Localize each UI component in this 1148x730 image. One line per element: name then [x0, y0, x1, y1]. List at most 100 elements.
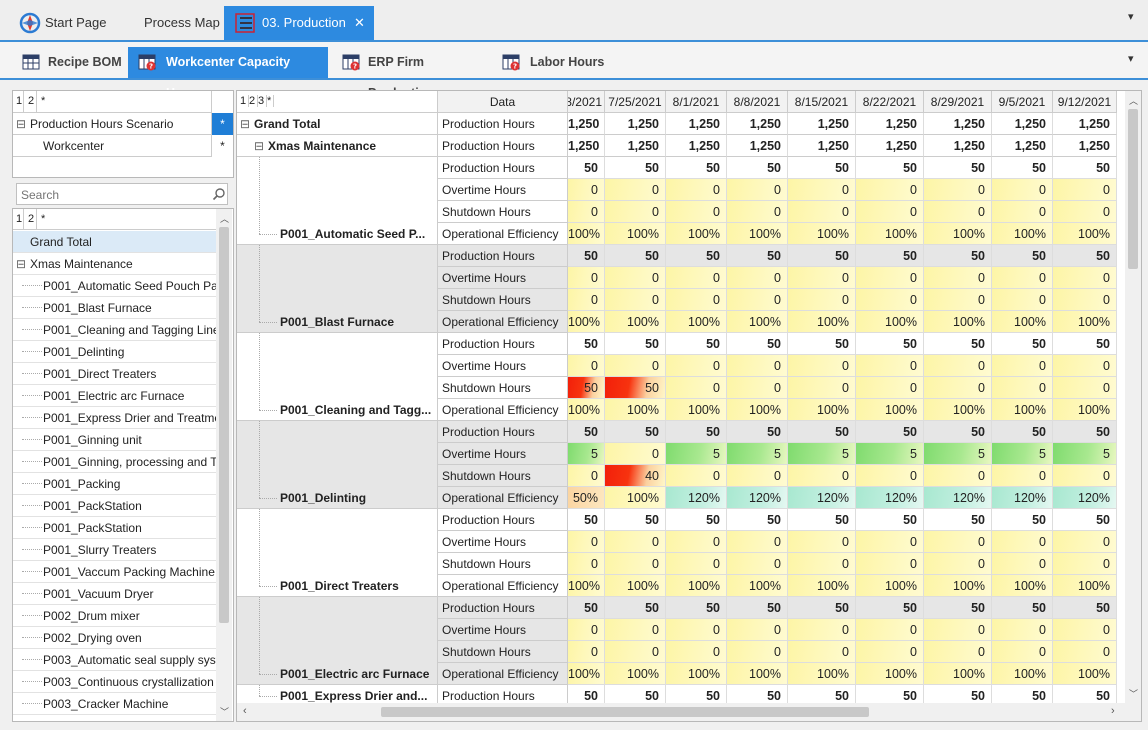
date-column-header[interactable]: 9/12/2021 [1053, 91, 1117, 113]
level-button[interactable]: 3 [258, 95, 268, 107]
value-cell[interactable]: 0 [924, 641, 992, 663]
value-cell[interactable]: 50 [666, 421, 727, 443]
value-cell[interactable]: 0 [992, 289, 1053, 311]
tree-item-grand-total[interactable]: Grand Total [13, 231, 216, 253]
value-cell[interactable]: 0 [788, 267, 856, 289]
value-cell[interactable]: 0 [727, 267, 788, 289]
value-cell[interactable]: 50 [1053, 685, 1117, 703]
value-cell[interactable]: 50 [727, 509, 788, 531]
value-cell[interactable]: 100% [727, 399, 788, 421]
value-cell[interactable]: 0 [788, 377, 856, 399]
value-cell[interactable]: 0 [568, 619, 605, 641]
grand-total-row-header[interactable] [237, 113, 438, 135]
value-cell[interactable]: 1,250 [856, 113, 924, 135]
value-cell[interactable]: 50 [568, 597, 605, 619]
scroll-right-icon[interactable]: › [1111, 705, 1115, 717]
value-cell[interactable]: 5 [568, 443, 605, 465]
value-cell[interactable]: 50 [568, 509, 605, 531]
value-cell[interactable]: 0 [666, 619, 727, 641]
value-cell[interactable]: 1,250 [924, 113, 992, 135]
value-cell[interactable]: 50 [924, 157, 992, 179]
value-cell[interactable]: 0 [924, 619, 992, 641]
collapse-icon[interactable]: ⊟ [16, 117, 27, 131]
value-cell[interactable]: 0 [788, 355, 856, 377]
value-cell[interactable]: 50 [666, 509, 727, 531]
value-cell[interactable]: 100% [727, 223, 788, 245]
value-cell[interactable]: 50 [666, 157, 727, 179]
tab-process-map[interactable]: Process Map [138, 6, 222, 40]
value-cell[interactable]: 1,250 [788, 135, 856, 157]
value-cell[interactable]: 0 [727, 201, 788, 223]
value-cell[interactable]: 120% [856, 487, 924, 509]
value-cell[interactable]: 0 [1053, 553, 1117, 575]
date-column-header[interactable]: 8/29/2021 [924, 91, 992, 113]
value-cell[interactable]: 0 [924, 531, 992, 553]
value-cell[interactable]: 50 [992, 333, 1053, 355]
value-cell[interactable]: 50 [666, 685, 727, 703]
value-cell[interactable]: 0 [605, 355, 666, 377]
value-cell[interactable]: 100% [605, 487, 666, 509]
value-cell[interactable]: 0 [924, 267, 992, 289]
vertical-scrollbar[interactable]: ︿ ﹀ [216, 209, 232, 721]
value-cell[interactable]: 50 [666, 333, 727, 355]
value-cell[interactable]: 0 [924, 289, 992, 311]
value-cell[interactable]: 0 [788, 619, 856, 641]
value-cell[interactable]: 0 [727, 289, 788, 311]
tab-recipe-bom[interactable]: Recipe BOM [14, 47, 126, 78]
value-cell[interactable]: 0 [605, 267, 666, 289]
value-cell[interactable]: 1,250 [727, 113, 788, 135]
value-cell[interactable]: 50 [605, 333, 666, 355]
value-cell[interactable]: 50 [856, 245, 924, 267]
value-cell[interactable]: 50 [1053, 421, 1117, 443]
value-cell[interactable]: 50 [666, 245, 727, 267]
value-cell[interactable]: 120% [1053, 487, 1117, 509]
date-column-header[interactable]: 7/18/2021 [568, 91, 605, 113]
field-row[interactable]: ⊟ Production Hours Scenario [13, 113, 211, 135]
grid-horizontal-scrollbar[interactable]: ‹ › [237, 703, 1141, 721]
scroll-up-icon[interactable]: ︿ [220, 214, 230, 224]
tab-start-page[interactable]: Start Page [10, 6, 130, 40]
value-cell[interactable]: 100% [924, 223, 992, 245]
value-cell[interactable]: 0 [924, 465, 992, 487]
data-column-header[interactable]: Data [438, 91, 568, 113]
level-button[interactable]: 2 [28, 213, 35, 225]
value-cell[interactable]: 50 [924, 685, 992, 703]
value-cell[interactable]: 0 [1053, 179, 1117, 201]
value-cell[interactable]: 5 [788, 443, 856, 465]
value-cell[interactable]: 1,250 [605, 135, 666, 157]
value-cell[interactable]: 100% [856, 663, 924, 685]
value-cell[interactable]: 100% [788, 575, 856, 597]
workcenter-row-header[interactable] [237, 685, 438, 703]
value-cell[interactable]: 0 [605, 641, 666, 663]
value-cell[interactable]: 0 [568, 465, 605, 487]
field-row[interactable]: Workcenter [13, 135, 211, 157]
value-cell[interactable]: 50 [727, 157, 788, 179]
collapse-icon[interactable]: ⊟ [16, 257, 27, 271]
value-cell[interactable]: 0 [856, 179, 924, 201]
value-cell[interactable]: 0 [992, 553, 1053, 575]
tree-item-workcenter[interactable]: P001_Direct Treaters [13, 363, 216, 385]
value-cell[interactable]: 100% [1053, 663, 1117, 685]
value-cell[interactable]: 120% [788, 487, 856, 509]
workcenter-row-header[interactable] [237, 509, 438, 597]
value-cell[interactable]: 0 [1053, 267, 1117, 289]
value-cell[interactable]: 50 [1053, 157, 1117, 179]
value-cell[interactable]: 0 [727, 553, 788, 575]
value-cell[interactable]: 50 [727, 421, 788, 443]
workcenter-row-header[interactable] [237, 333, 438, 421]
scroll-down-icon[interactable]: ﹀ [1129, 689, 1139, 699]
value-cell[interactable]: 0 [992, 355, 1053, 377]
scrollbar-thumb[interactable] [381, 707, 869, 717]
value-cell[interactable]: 0 [666, 289, 727, 311]
field-filter-button[interactable]: * [220, 139, 225, 153]
search-icon[interactable] [212, 187, 226, 201]
value-cell[interactable]: 100% [568, 223, 605, 245]
value-cell[interactable]: 0 [856, 355, 924, 377]
value-cell[interactable]: 50 [605, 377, 666, 399]
value-cell[interactable]: 0 [1053, 289, 1117, 311]
value-cell[interactable]: 100% [605, 223, 666, 245]
value-cell[interactable]: 5 [856, 443, 924, 465]
value-cell[interactable]: 50 [605, 421, 666, 443]
value-cell[interactable]: 1,250 [1053, 135, 1117, 157]
value-cell[interactable]: 50 [568, 377, 605, 399]
